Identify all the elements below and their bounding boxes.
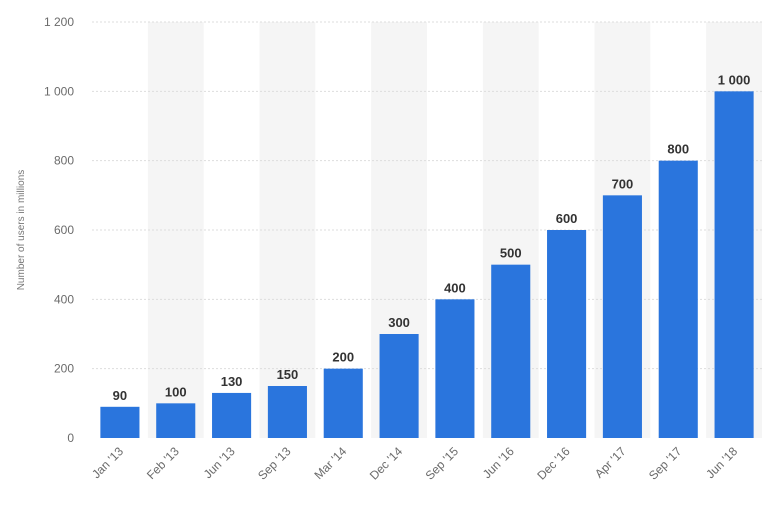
x-axis-ticks: Jan '13 Feb '13 Jun '13 Sep '13 Mar '14 Dec '…	[89, 444, 740, 483]
bar	[547, 230, 587, 438]
bar-value-label: 150	[277, 367, 299, 382]
bar	[658, 160, 698, 438]
bar-value-label: 300	[388, 315, 410, 330]
bar-value-label: 100	[165, 384, 187, 399]
x-tick-label: Jun '13	[201, 444, 238, 481]
x-tick-label: Mar '14	[311, 444, 349, 482]
x-tick-label: Sep '15	[423, 444, 462, 483]
bar	[602, 195, 642, 438]
x-tick-label: Dec '16	[534, 444, 573, 483]
bar	[156, 403, 196, 438]
y-tick-label: 600	[54, 223, 74, 237]
bar	[267, 386, 307, 438]
bar-value-label: 700	[612, 176, 634, 191]
bar-value-label: 1 000	[718, 72, 751, 87]
bar	[491, 264, 531, 438]
bar-value-label: 400	[444, 280, 466, 295]
bar	[212, 392, 252, 438]
y-tick-label: 0	[67, 431, 74, 445]
bar-value-label: 500	[500, 246, 522, 261]
x-tick-label: Sep '17	[646, 444, 685, 483]
bar	[714, 91, 754, 438]
bar-value-label: 130	[221, 374, 243, 389]
bars	[100, 91, 754, 438]
bar-value-labels: 90 100 130 150 200 300 400 500 600 700 800 1 000	[113, 72, 751, 402]
bar-value-label: 600	[556, 211, 578, 226]
y-tick-label: 400	[54, 292, 74, 306]
bar	[323, 368, 363, 438]
x-tick-label: Dec '14	[367, 444, 406, 483]
y-tick-label: 800	[54, 154, 74, 168]
bar	[100, 406, 140, 438]
x-tick-label: Jan '13	[89, 444, 126, 481]
x-tick-label: Sep '13	[255, 444, 294, 483]
x-tick-label: Apr '17	[592, 444, 629, 481]
x-tick-label: Jun '16	[480, 444, 517, 481]
y-tick-label: 200	[54, 362, 74, 376]
bar	[379, 334, 419, 438]
x-tick-label: Jun '18	[703, 444, 740, 481]
y-axis-title: Number of users in millions	[16, 170, 27, 291]
y-axis-ticks: 0 200 400 600 800 1 000 1 200	[44, 15, 74, 445]
y-tick-label: 1 000	[44, 84, 74, 98]
x-tick-label: Feb '13	[144, 444, 182, 482]
bar	[435, 299, 475, 438]
bar-value-label: 90	[113, 388, 127, 403]
bar-value-label: 800	[667, 142, 689, 157]
y-tick-label: 1 200	[44, 15, 74, 29]
bar-value-label: 200	[332, 350, 354, 365]
